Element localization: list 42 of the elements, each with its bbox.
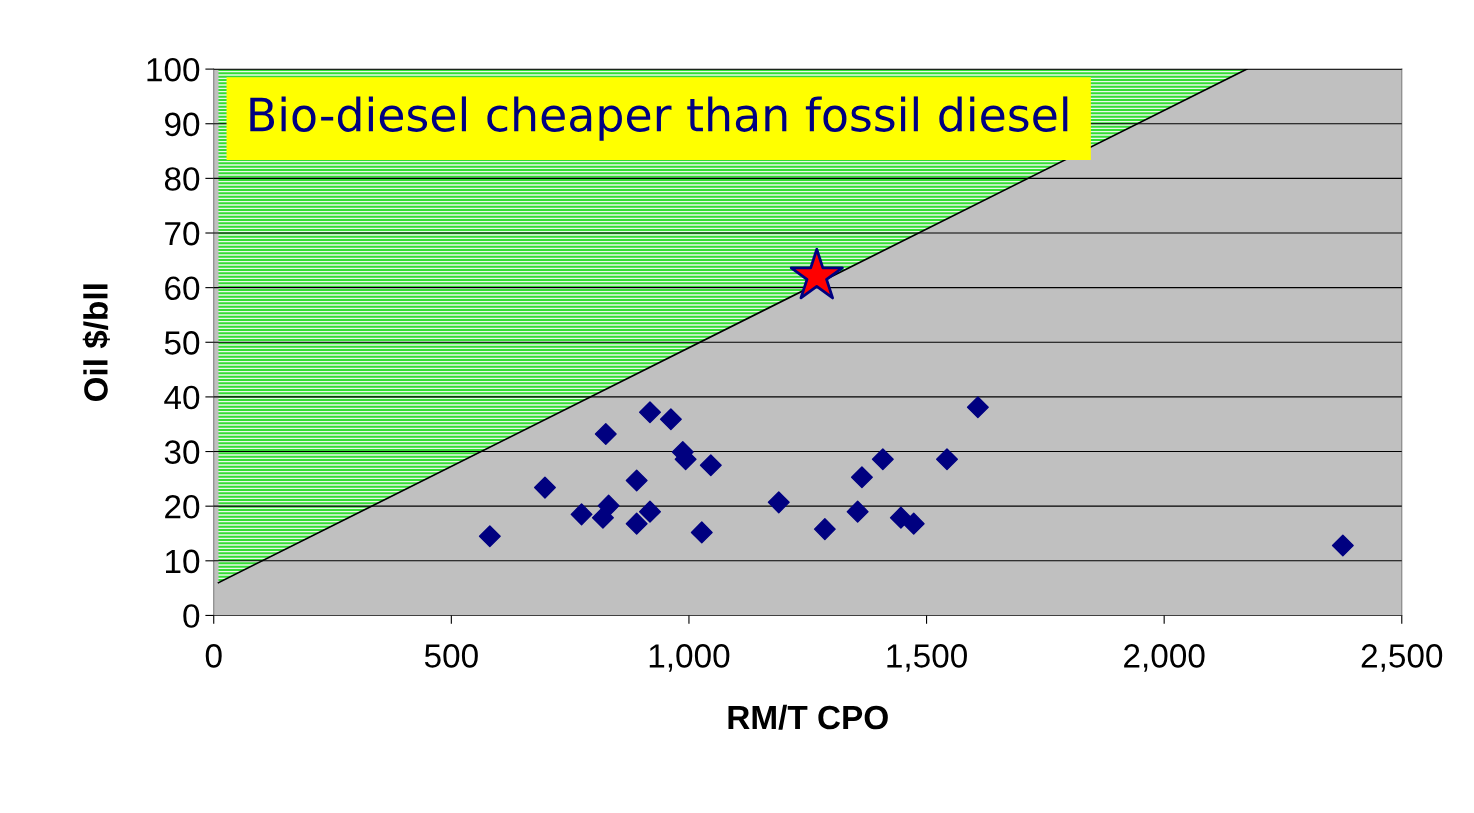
point: [594, 423, 617, 446]
point: [935, 448, 958, 471]
point: [597, 494, 620, 517]
point: [638, 500, 661, 523]
y-tick-label: 10: [166, 549, 200, 574]
y-tick-label: 100: [147, 57, 200, 82]
point: [850, 466, 873, 489]
point: [846, 500, 869, 523]
x-tick-label: 1,000: [649, 644, 730, 672]
y-tick-label: 50: [164, 331, 200, 355]
point: [889, 506, 912, 529]
point: [638, 401, 661, 424]
x-tick-label: 2,000: [1124, 644, 1205, 672]
y-tick-label: 70: [165, 221, 200, 246]
y-tick-label: 40: [164, 385, 200, 410]
point: [767, 491, 790, 514]
y-tick-label: 80: [164, 167, 200, 191]
point: [625, 469, 648, 492]
point: [966, 396, 989, 419]
point: [1331, 534, 1354, 557]
point: [871, 448, 894, 471]
point: [690, 521, 713, 544]
y-tick-label: 0: [183, 604, 200, 628]
x-tick-label: 2,500: [1361, 644, 1443, 672]
point: [699, 454, 722, 477]
point: [625, 512, 648, 535]
x-axis-title: RM/T CPO: [728, 704, 888, 730]
annotation: Bio-diesel cheaper than fossil diesel: [250, 96, 1068, 141]
y-axis-title: Oil $/bll: [82, 284, 110, 402]
y-tick-label: 90: [165, 112, 200, 137]
point: [570, 503, 593, 526]
x-tick-label: 0: [205, 644, 222, 668]
point: [813, 518, 836, 541]
point: [533, 476, 556, 499]
y-tick-label: 60: [165, 276, 200, 301]
point: [478, 525, 501, 548]
point: [902, 512, 925, 535]
x-tick-label: 1,500: [887, 644, 967, 672]
x-tick-label: 500: [424, 644, 478, 668]
point: [659, 408, 682, 431]
y-tick-label: 20: [165, 494, 200, 519]
y-tick-label: 30: [164, 440, 200, 464]
